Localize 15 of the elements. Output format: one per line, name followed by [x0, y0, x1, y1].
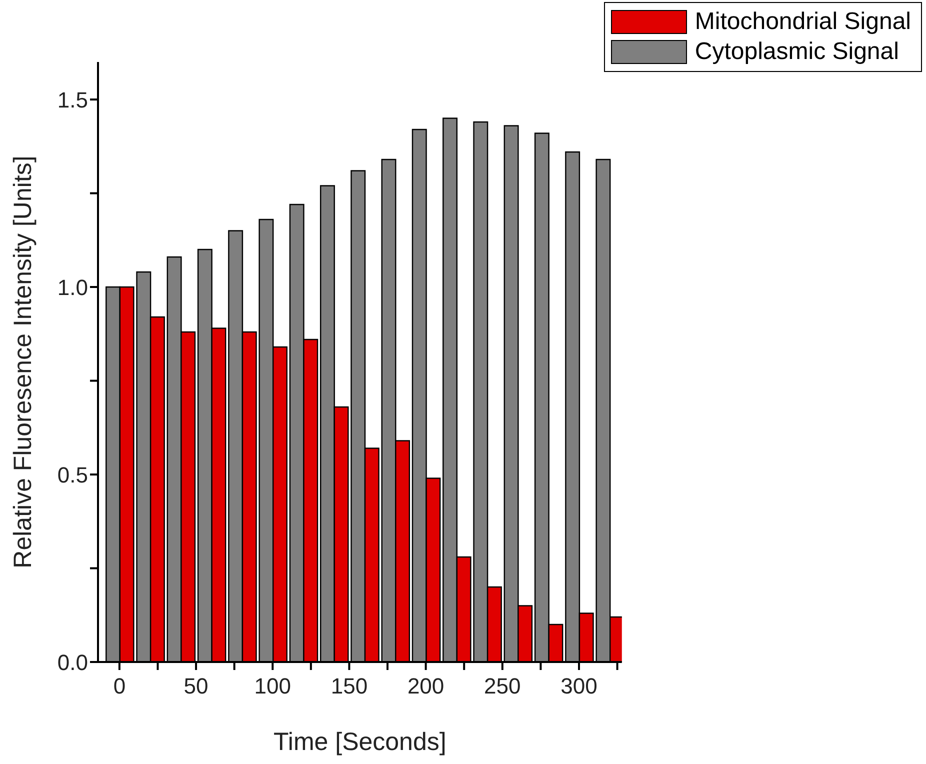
x-axis-title: Time [Seconds] — [274, 728, 446, 756]
x-tick-label: 300 — [560, 674, 598, 699]
x-tick-label: 150 — [330, 674, 368, 699]
x-tick-label: 50 — [184, 674, 208, 699]
x-tick-label: 0 — [113, 674, 126, 699]
legend-label: Cytoplasmic Signal — [694, 38, 899, 66]
y-axis-title: Relative Fluoresence Intensity [Units] — [8, 156, 37, 568]
y-tick-label: 0.5 — [57, 462, 88, 488]
y-tick-label: 1.0 — [57, 274, 88, 300]
x-tick-label: 250 — [484, 674, 521, 699]
x-tick-label: 200 — [407, 674, 444, 699]
y-tick-label: 1.5 — [57, 87, 88, 112]
legend-label: Mitochondrial Signal — [694, 8, 911, 36]
x-tick-label: 100 — [254, 674, 291, 699]
y-tick-label: 0.0 — [57, 650, 88, 675]
